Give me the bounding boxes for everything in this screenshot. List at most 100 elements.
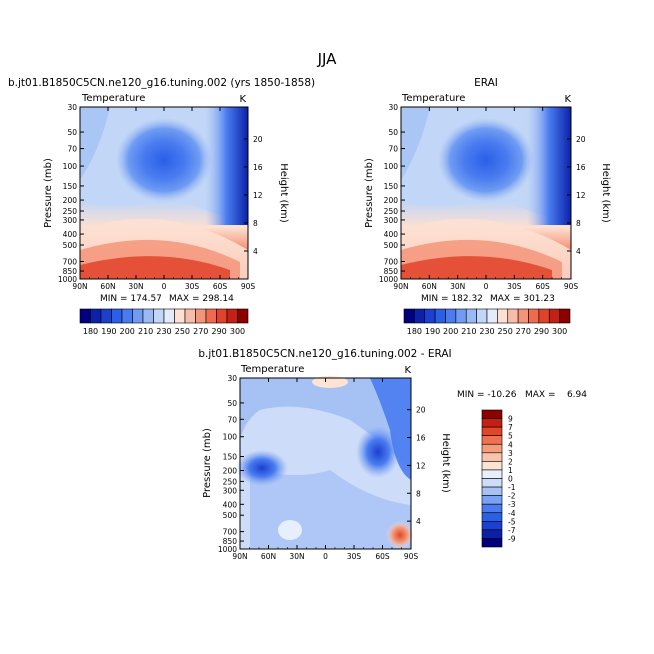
panel-erai-min: MIN = 182.32 xyxy=(421,294,483,304)
panel-erai-field xyxy=(401,107,571,279)
y-tick-label: 70 xyxy=(67,145,77,154)
y-right-tick-label: 12 xyxy=(416,461,426,470)
y-tick-label: 300 xyxy=(63,216,78,225)
colorbar-swatch xyxy=(481,426,503,436)
y-right-tick-label: 16 xyxy=(253,163,263,172)
y-right-tick-label: 12 xyxy=(253,191,263,200)
x-tick-label: 30N xyxy=(450,282,465,291)
y-tick-label: 500 xyxy=(63,241,78,250)
panel-model-max: MAX = 298.14 xyxy=(169,294,234,304)
y-tick-label: 30 xyxy=(388,103,398,112)
colorbar-label: -7 xyxy=(508,526,516,535)
y-tick-label: 100 xyxy=(384,162,399,171)
y-tick-label: 50 xyxy=(227,399,237,408)
panel-diff-field xyxy=(236,376,414,549)
y-right-tick-label: 20 xyxy=(253,135,263,144)
y-tick-label: 250 xyxy=(63,207,78,216)
colorbar-swatch xyxy=(100,308,112,324)
x-tick-label: 60S xyxy=(213,282,228,291)
y-tick-label: 200 xyxy=(223,467,238,476)
colorbar-label: 290 xyxy=(211,327,226,336)
colorbar-swatch xyxy=(121,308,133,324)
x-tick-label: 90S xyxy=(241,282,256,291)
colorbar-label: -1 xyxy=(508,483,516,492)
y-right-tick-label: 4 xyxy=(576,247,581,256)
y-tick-label: 500 xyxy=(223,511,238,520)
y-tick-label: 400 xyxy=(63,230,78,239)
colorbar-swatch xyxy=(481,529,503,539)
y-tick-label: 400 xyxy=(223,500,238,509)
colorbar-label: -2 xyxy=(508,492,516,501)
colorbar-label: -4 xyxy=(508,509,516,518)
colorbar-label: 210 xyxy=(138,327,153,336)
colorbar-swatch xyxy=(559,308,571,324)
y-right-tick-label: 8 xyxy=(416,489,421,498)
y-right-tick-label: 8 xyxy=(253,219,258,228)
colorbar-label: 1 xyxy=(508,466,513,475)
panel-model-subtitle: Temperature xyxy=(81,93,145,104)
colorbar-swatch xyxy=(237,308,249,324)
y-tick-label: 700 xyxy=(63,258,78,267)
y-tick-label: 250 xyxy=(223,477,238,486)
colorbar-label: 210 xyxy=(461,327,476,336)
colorbar-swatch xyxy=(132,308,144,324)
colorbar-swatch xyxy=(216,308,228,324)
colorbar-label: 2 xyxy=(508,457,513,466)
y-tick-label: 250 xyxy=(384,207,399,216)
x-tick-label: 60N xyxy=(100,282,115,291)
panel-diff-subtitle: Temperature xyxy=(240,364,304,375)
panel-erai-colorbar: 180 190 200 210 230 250 270 290 300 xyxy=(403,308,571,336)
colorbar-label: 4 xyxy=(508,440,513,449)
colorbar-label: 300 xyxy=(230,327,245,336)
x-tick-label: 0 xyxy=(162,282,167,291)
colorbar-swatch xyxy=(548,308,560,324)
x-tick-label: 90S xyxy=(564,282,579,291)
colorbar-label: 270 xyxy=(193,327,208,336)
x-tick-label: 30S xyxy=(507,282,522,291)
x-tick-label: 30S xyxy=(185,282,200,291)
colorbar-swatch xyxy=(481,512,503,522)
x-tick-label: 90N xyxy=(393,282,408,291)
colorbar-swatch xyxy=(528,308,540,324)
colorbar-swatch xyxy=(486,308,498,324)
colorbar-label: 9 xyxy=(508,415,513,424)
colorbar-swatch xyxy=(205,308,217,324)
x-tick-label: 60N xyxy=(422,282,437,291)
x-tick-label: 90N xyxy=(72,282,87,291)
y-tick-label: 150 xyxy=(63,182,78,191)
panel-erai-ylabel: Pressure (mb) xyxy=(364,158,375,228)
panel-diff-ylabel-right: Height (km) xyxy=(440,433,451,493)
y-right-tick-label: 16 xyxy=(416,434,426,443)
colorbar-label: 270 xyxy=(516,327,531,336)
colorbar-swatch xyxy=(90,308,102,324)
colorbar-swatch xyxy=(481,521,503,531)
colorbar-swatch xyxy=(476,308,488,324)
x-tick-label: 0 xyxy=(484,282,489,291)
x-tick-label: 30N xyxy=(128,282,143,291)
colorbar-swatch xyxy=(424,308,436,324)
colorbar-label: 200 xyxy=(120,327,135,336)
y-tick-label: 70 xyxy=(227,415,237,424)
y-right-tick-label: 8 xyxy=(576,219,581,228)
y-tick-label: 150 xyxy=(223,452,238,461)
colorbar-swatch xyxy=(481,469,503,479)
colorbar-swatch xyxy=(481,435,503,445)
y-tick-label: 200 xyxy=(384,196,399,205)
panel-model-field xyxy=(80,107,248,279)
y-right-tick-label: 16 xyxy=(576,163,586,172)
panel-erai-units: K xyxy=(564,94,571,105)
colorbar-label: 3 xyxy=(508,449,513,458)
colorbar-label: 190 xyxy=(101,327,116,336)
colorbar-swatch xyxy=(481,418,503,428)
panel-erai-max: MAX = 301.23 xyxy=(490,294,555,304)
colorbar-label: 230 xyxy=(479,327,494,336)
colorbar-label: 180 xyxy=(407,327,422,336)
colorbar-swatch xyxy=(434,308,446,324)
colorbar-swatch xyxy=(195,308,207,324)
x-tick-label: 90N xyxy=(232,552,247,561)
colorbar-swatch xyxy=(517,308,529,324)
colorbar-swatch xyxy=(403,308,415,324)
colorbar-label: 290 xyxy=(534,327,549,336)
